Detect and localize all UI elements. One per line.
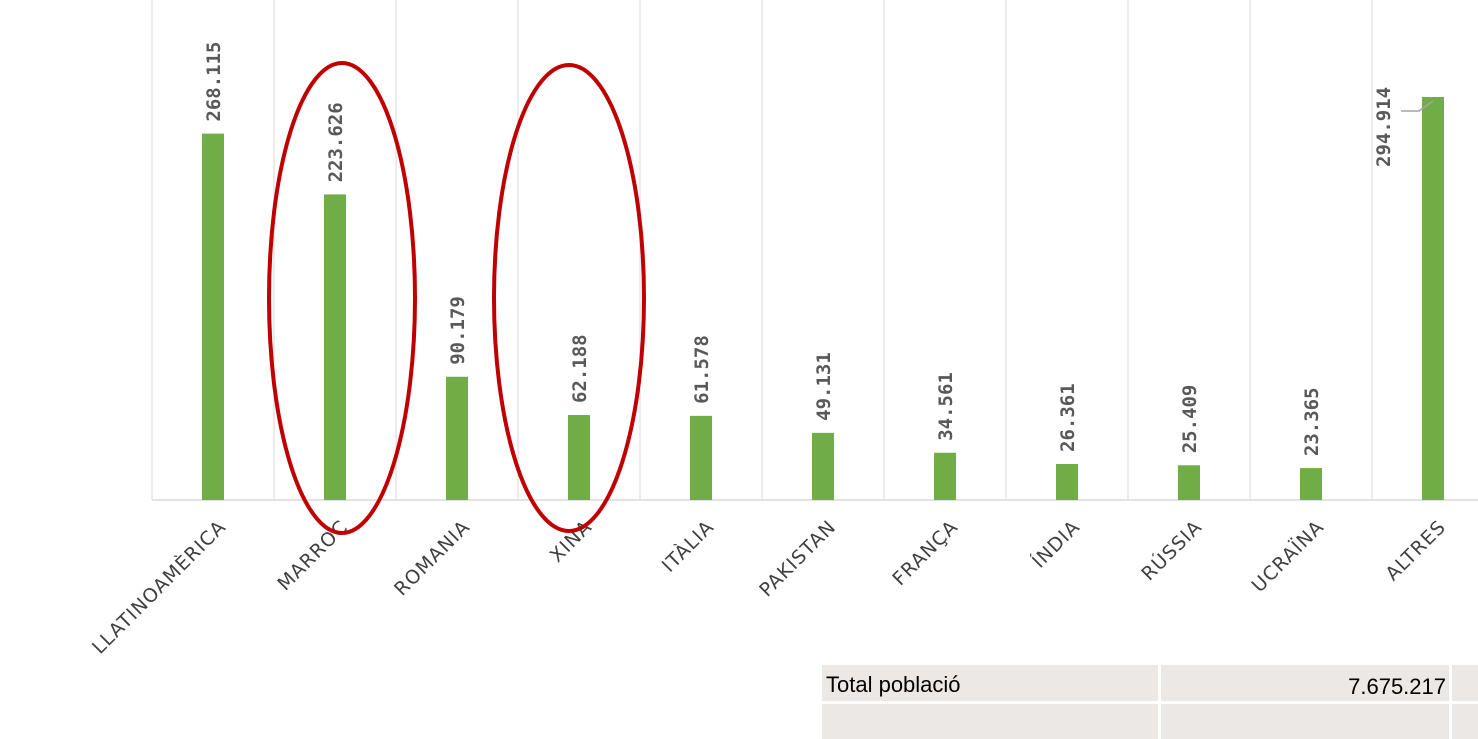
value-label: 26.361	[1057, 383, 1079, 452]
bar	[568, 415, 590, 500]
table-cell	[1161, 704, 1449, 739]
bar	[1300, 468, 1322, 500]
x-tick-label: ROMANIA	[390, 516, 474, 600]
x-tick-label: ALTRES	[1381, 516, 1450, 585]
value-label: 294.914	[1373, 87, 1395, 167]
table-cell	[1161, 665, 1449, 701]
table-cell	[1452, 665, 1478, 701]
value-label: 268.115	[203, 42, 225, 122]
leader-line	[1401, 100, 1434, 112]
value-label: 23.365	[1301, 387, 1323, 456]
x-tick-label: ITÀLIA	[657, 515, 718, 576]
bar	[202, 133, 224, 500]
x-tick-label: RÚSSIA	[1136, 515, 1207, 586]
x-tick-label: ÍNDIA	[1027, 515, 1084, 572]
value-label: 62.188	[569, 334, 591, 403]
bar	[1056, 463, 1078, 500]
bar	[934, 452, 956, 500]
table-cell	[822, 704, 1158, 739]
x-tick-label: MARROC	[273, 516, 352, 595]
highlight-ellipse	[267, 61, 417, 535]
bar	[324, 194, 346, 501]
bar	[1178, 465, 1200, 500]
plot: 268.115 LLATINOAMÈRICA 223.626 MARROC 90.179…	[87, 0, 1478, 659]
highlight-ellipse	[492, 63, 646, 533]
table-value: 7.675.217	[1348, 674, 1446, 699]
x-tick-label: PAKISTAN	[755, 516, 840, 601]
bar	[812, 432, 834, 500]
table-label: Total població	[826, 672, 961, 697]
x-tick-label: UCRAÏNA	[1247, 515, 1329, 597]
value-label: 90.179	[447, 296, 469, 365]
x-tick-label: FRANÇA	[888, 516, 962, 590]
table-cell	[822, 665, 1158, 701]
value-label: 34.561	[935, 372, 957, 441]
value-label: 49.131	[813, 352, 835, 421]
value-label: 61.578	[691, 335, 713, 404]
table-cell	[1452, 704, 1478, 739]
value-label: 223.626	[325, 102, 347, 182]
bar	[690, 415, 712, 500]
x-tick-label: LLATINOAMÈRICA	[87, 515, 230, 658]
bar	[1422, 97, 1444, 500]
value-label: 25.409	[1179, 385, 1201, 454]
bar	[446, 376, 468, 500]
